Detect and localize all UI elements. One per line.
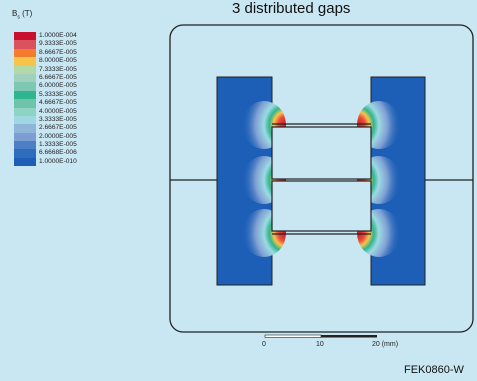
scale-bar-dark xyxy=(321,335,377,338)
legend-title: Bs (T) xyxy=(12,9,32,21)
scale-tick-0: 0 xyxy=(262,341,266,348)
figure-code: FEK0860-W xyxy=(404,364,464,376)
legend-label: 9.3333E-005 xyxy=(39,40,77,48)
legend-row: 8.6667E-005 xyxy=(14,48,77,58)
legend-swatch xyxy=(14,149,36,158)
legend-label: 1.0000E-010 xyxy=(39,157,77,165)
legend-row: 5.3333E-005 xyxy=(14,90,77,100)
legend-label: 6.0000E-005 xyxy=(39,82,77,90)
legend-row: 4.0000E-005 xyxy=(14,107,77,116)
legend-label: 6.6667E-005 xyxy=(39,73,77,81)
color-legend: 1.0000E-004 9.3333E-005 8.6667E-005 8.0000E… xyxy=(14,32,77,167)
legend-row: 2.6667E-005 xyxy=(14,124,77,133)
legend-subscript: s xyxy=(17,14,20,21)
legend-row: 1.3333E-005 xyxy=(14,141,77,150)
legend-row: 1.0000E-010 xyxy=(14,157,77,167)
core-segment-top xyxy=(271,126,372,180)
outer-core xyxy=(169,24,474,333)
legend-row: 4.6667E-005 xyxy=(14,99,77,108)
scale-tick-10: 10 xyxy=(316,341,324,348)
scale-tick-20: 20 (mm) xyxy=(372,341,398,348)
legend-row: 6.0000E-005 xyxy=(14,82,77,91)
legend-swatch xyxy=(14,141,36,150)
core-segment-bottom xyxy=(271,180,372,232)
legend-row: 3.3333E-005 xyxy=(14,115,77,125)
legend-swatch xyxy=(14,73,36,83)
legend-label: 2.6667E-005 xyxy=(39,124,77,132)
legend-row: 6.6667E-005 xyxy=(14,73,77,83)
legend-unit: (T) xyxy=(22,9,33,18)
legend-row: 9.3333E-005 xyxy=(14,40,77,49)
legend-label: 8.6667E-005 xyxy=(39,48,77,56)
legend-swatch xyxy=(14,124,36,133)
legend-swatch xyxy=(14,90,36,100)
legend-swatch xyxy=(14,82,36,91)
legend-label: 2.0000E-005 xyxy=(39,132,77,140)
legend-row: 1.0000E-004 xyxy=(14,32,77,41)
legend-swatch xyxy=(14,48,36,58)
legend-swatch xyxy=(14,99,36,108)
legend-row: 2.0000E-005 xyxy=(14,132,77,142)
diagram-title: 3 distributed gaps xyxy=(232,0,351,17)
legend-swatch xyxy=(14,107,36,116)
legend-swatch xyxy=(14,65,36,74)
legend-label: 8.0000E-005 xyxy=(39,57,77,65)
legend-label: 1.0000E-004 xyxy=(39,32,77,39)
legend-row: 7.3333E-005 xyxy=(14,65,77,74)
legend-swatch xyxy=(14,40,36,49)
legend-label: 4.0000E-005 xyxy=(39,107,77,115)
legend-swatch xyxy=(14,157,36,167)
legend-swatch xyxy=(14,132,36,142)
legend-swatch xyxy=(14,32,36,41)
legend-label: 4.6667E-005 xyxy=(39,99,77,107)
legend-swatch xyxy=(14,115,36,125)
scale-bar-light xyxy=(264,334,322,338)
legend-label: 1.3333E-005 xyxy=(39,141,77,149)
legend-label: 7.3333E-005 xyxy=(39,65,77,73)
legend-row: 6.6668E-006 xyxy=(14,149,77,158)
legend-label: 6.6668E-006 xyxy=(39,149,77,157)
legend-label: 5.3333E-005 xyxy=(39,90,77,98)
legend-symbol: B xyxy=(12,9,18,18)
legend-row: 8.0000E-005 xyxy=(14,57,77,66)
legend-swatch xyxy=(14,57,36,66)
legend-label: 3.3333E-005 xyxy=(39,115,77,123)
